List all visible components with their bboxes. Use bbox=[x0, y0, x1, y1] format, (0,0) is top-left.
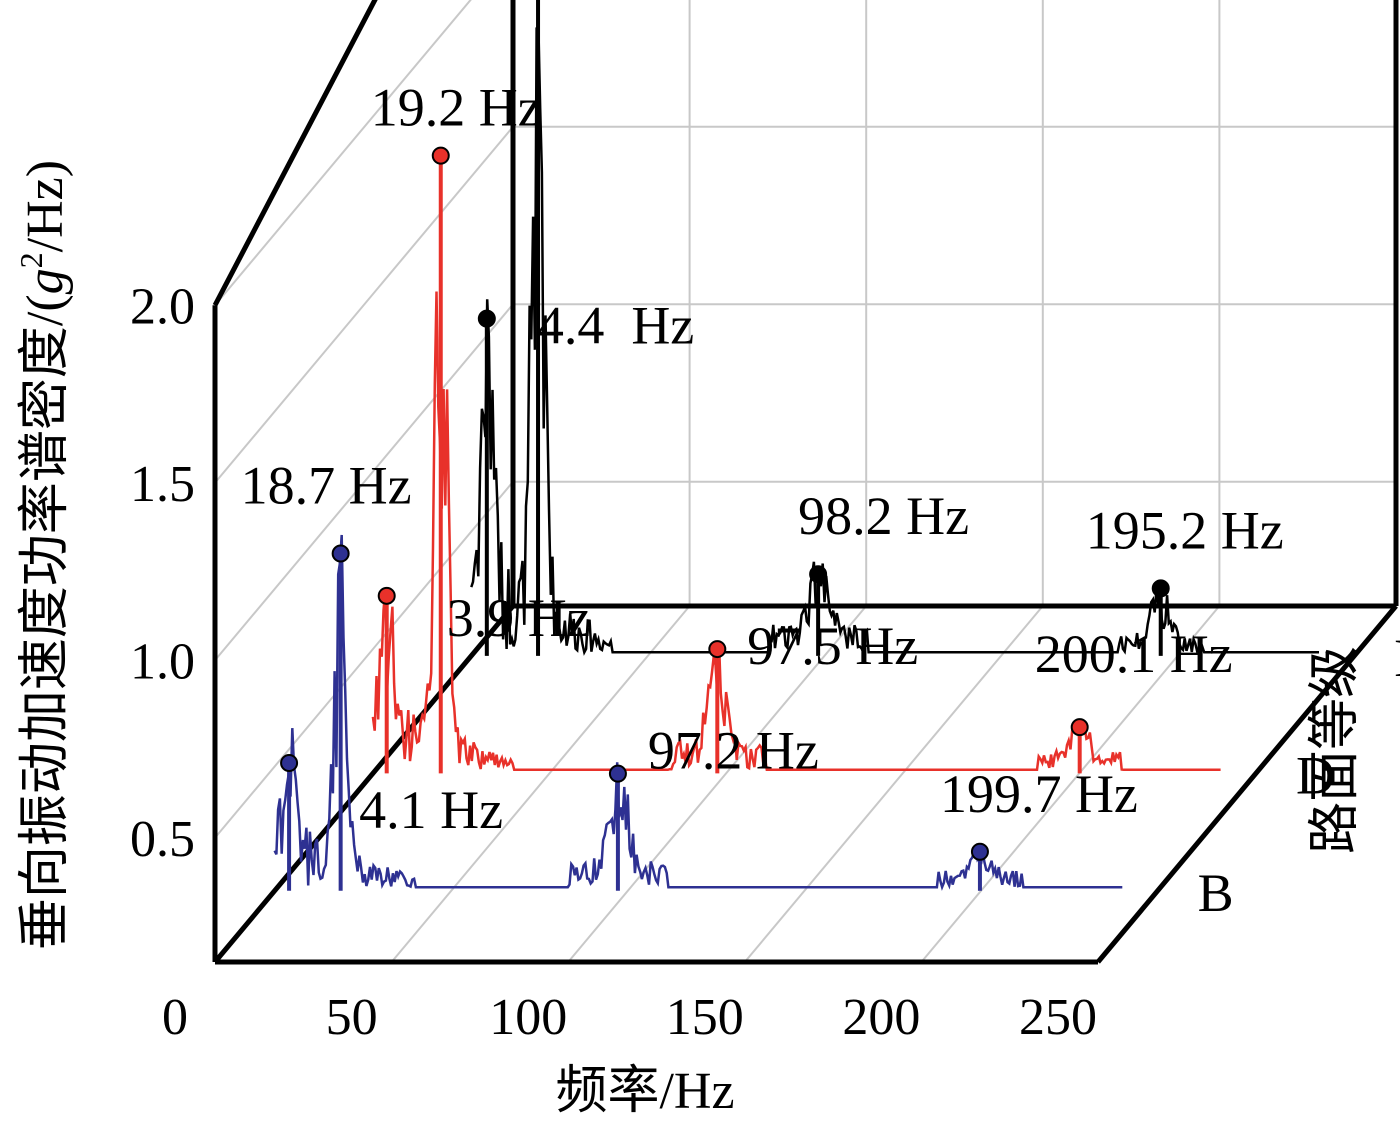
peak-label: 3.9 Hz bbox=[447, 588, 591, 648]
peak-label: 98.2 Hz bbox=[798, 486, 969, 546]
y-tick-label: 2.0 bbox=[130, 278, 195, 335]
y-tick-label: 1.5 bbox=[130, 456, 195, 513]
grid-line bbox=[214, 126, 514, 484]
grid-line bbox=[920, 605, 1221, 963]
x-tick-label: 250 bbox=[1019, 989, 1097, 1046]
axes-frame bbox=[212, 0, 1399, 965]
peak-label: 4.4 Hz bbox=[537, 296, 694, 356]
peak-marker bbox=[431, 146, 450, 165]
axis-frame-edge bbox=[213, 604, 515, 964]
peak-label: 97.5 Hz bbox=[747, 616, 918, 676]
axis-frame-edge bbox=[212, 0, 378, 307]
x-tick-label: 50 bbox=[326, 989, 378, 1046]
grid-line bbox=[390, 605, 691, 963]
axis-frame-edge bbox=[1096, 604, 1398, 964]
grid-line bbox=[567, 605, 867, 963]
peak-label: 97.2 Hz bbox=[648, 721, 819, 781]
series-label: E bbox=[1394, 628, 1400, 688]
x-tick-label: 0 bbox=[162, 989, 188, 1046]
y-axis-title: 垂向振动加速度功率谱密度/(g2/Hz) bbox=[13, 160, 74, 950]
x-tick-label: 150 bbox=[666, 989, 744, 1046]
peak-marker bbox=[608, 764, 627, 783]
peak-label: 4.1 Hz bbox=[359, 780, 503, 840]
peak-label: 200.1 Hz bbox=[1035, 624, 1233, 684]
peak-marker bbox=[331, 544, 350, 563]
y-tick-label: 0.5 bbox=[130, 811, 195, 868]
x-axis-title: 频率/Hz bbox=[555, 1063, 734, 1120]
peak-marker bbox=[970, 842, 989, 861]
peak-marker bbox=[280, 754, 299, 772]
grid-line bbox=[214, 481, 514, 839]
z-axis-title: 路面等级 bbox=[1307, 646, 1364, 854]
peak-marker bbox=[1151, 579, 1170, 598]
peak-marker bbox=[708, 640, 727, 659]
grid-line bbox=[214, 0, 472, 306]
series-label: D bbox=[1296, 745, 1335, 805]
grid-line bbox=[744, 605, 1044, 963]
peak-label: 19.2 Hz bbox=[371, 78, 542, 138]
peak-marker bbox=[377, 586, 396, 605]
peak-marker bbox=[1070, 718, 1089, 737]
series-line-E bbox=[470, 23, 1319, 657]
peak-marker bbox=[477, 309, 496, 328]
x-tick-label: 200 bbox=[842, 989, 920, 1046]
peak-label: 199.7 Hz bbox=[940, 764, 1138, 824]
peak-label: 18.7 Hz bbox=[241, 456, 412, 516]
y-tick-label: 1.0 bbox=[130, 633, 195, 690]
peak-label: 195.2 Hz bbox=[1086, 500, 1284, 560]
peak-marker bbox=[809, 565, 828, 584]
x-tick-label: 100 bbox=[489, 989, 567, 1046]
series-lines bbox=[273, 0, 1319, 891]
series-label: B bbox=[1198, 863, 1234, 923]
grid-line bbox=[214, 303, 514, 661]
